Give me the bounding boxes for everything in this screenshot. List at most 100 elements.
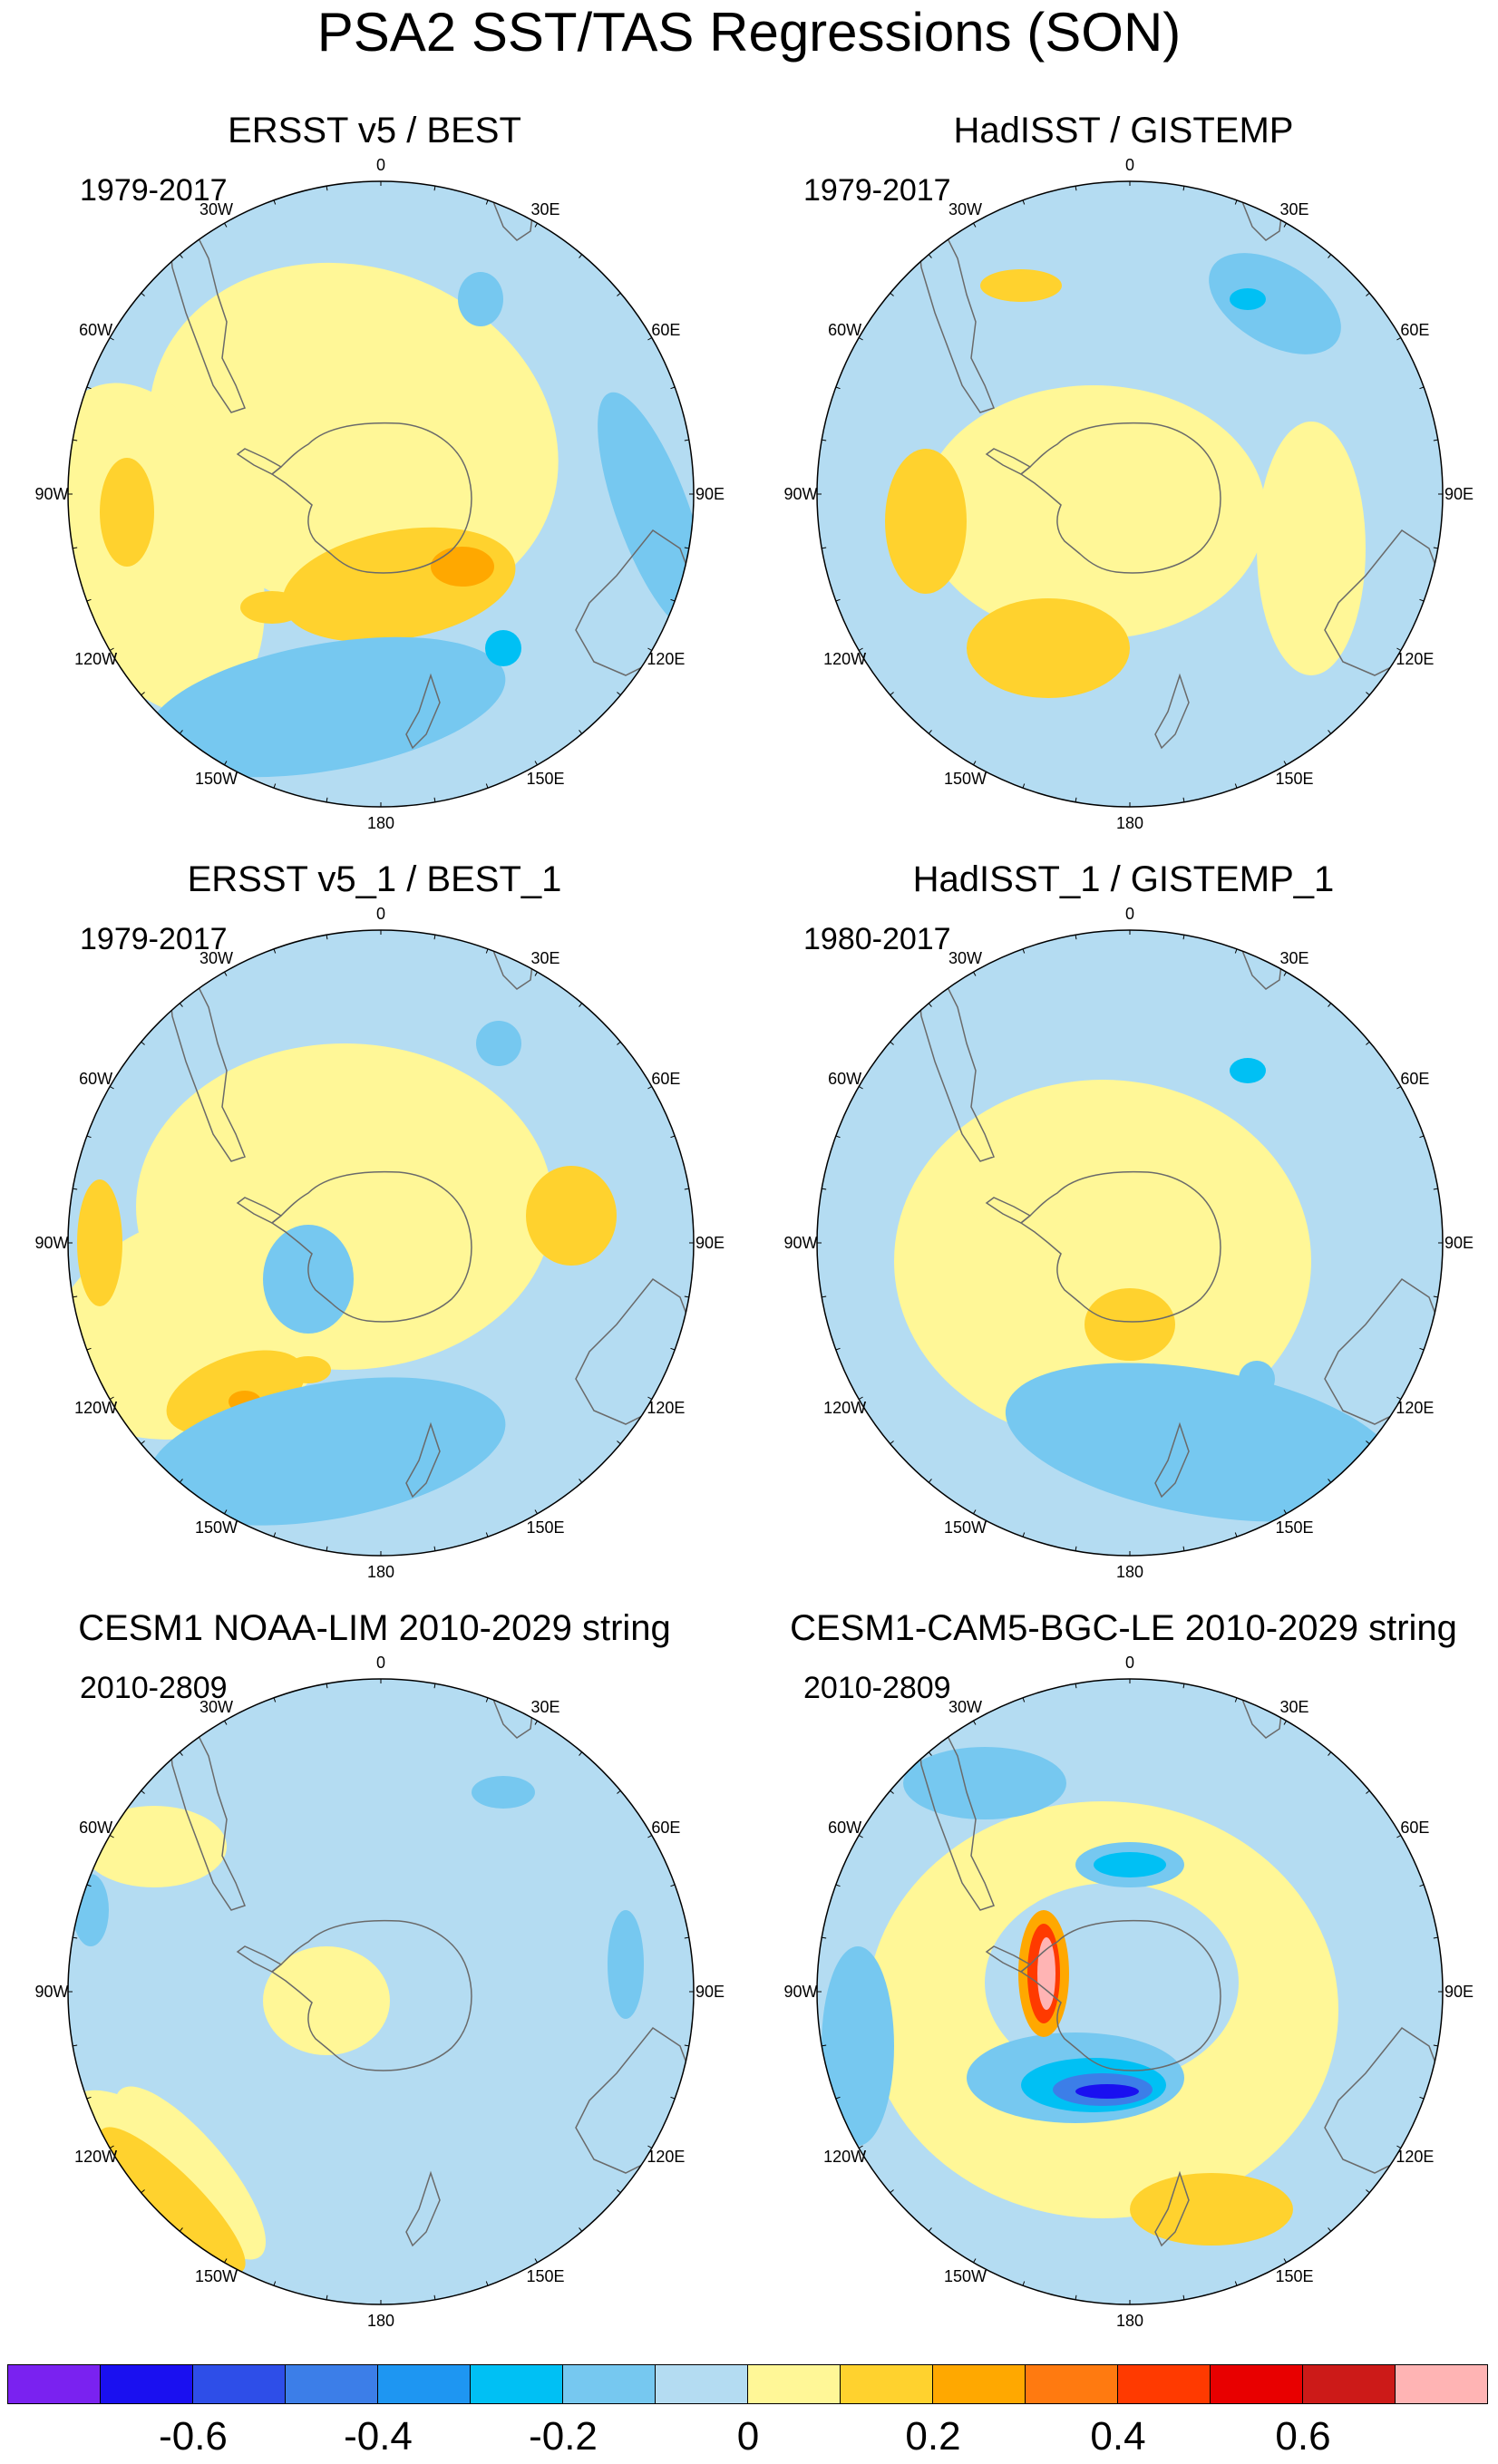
lon-tick	[179, 1751, 183, 1756]
lon-tick	[141, 1790, 145, 1794]
figure-title: PSA2 SST/TAS Regressions (SON)	[316, 2, 1182, 63]
lon-tick	[822, 2044, 827, 2047]
colorbar-swatch	[1025, 2364, 1118, 2404]
lon-tick	[273, 948, 277, 954]
lon-tick	[858, 1396, 863, 1400]
lon-tick	[1433, 1936, 1438, 1939]
lon-tick	[647, 1835, 653, 1838]
lon-label: 90W	[34, 1983, 69, 2001]
lon-tick	[1396, 647, 1402, 651]
lon-tick	[928, 1003, 932, 1007]
lon-label: 150W	[194, 770, 238, 789]
lon-label: 120E	[1396, 1398, 1435, 1417]
lon-tick	[928, 2227, 932, 2232]
lon-tick	[224, 761, 228, 766]
lon-tick	[1419, 2096, 1425, 2100]
lon-tick	[1328, 254, 1332, 258]
lon-tick	[1182, 797, 1185, 802]
lon-tick	[86, 1884, 92, 1887]
lon-label: 60W	[828, 320, 862, 339]
lon-tick	[1234, 783, 1238, 789]
antarctica-coast	[1019, 1170, 1221, 1323]
lon-tick	[1366, 1441, 1370, 1445]
lon-label: 60E	[651, 320, 681, 339]
lon-tick	[534, 761, 538, 766]
peninsula-coast	[985, 1197, 1032, 1224]
lon-tick	[822, 1936, 827, 1939]
lon-tick	[179, 254, 183, 258]
panel-title: ERSST v5_1 / BEST_1	[187, 859, 562, 899]
lon-tick	[1182, 1546, 1185, 1551]
lon-label: 180	[366, 814, 395, 832]
lon-label: 150E	[526, 770, 565, 789]
lon-tick	[822, 1188, 827, 1190]
lon-label: 120E	[647, 649, 686, 668]
lon-tick	[109, 1396, 114, 1400]
lon-tick	[485, 1532, 489, 1538]
lon-label: 90E	[695, 485, 725, 503]
contour-region	[1209, 253, 1341, 354]
lon-tick	[73, 1295, 78, 1298]
lon-label: 90W	[34, 485, 69, 503]
lon-tick	[1234, 948, 1238, 954]
lon-label: 150E	[1275, 770, 1314, 789]
lon-tick	[109, 1835, 114, 1838]
map-panel-5: CESM1 NOAA-LIM 2010-2029 string 2010-2809…	[0, 1606, 749, 2355]
lon-tick	[224, 2258, 228, 2264]
lon-tick	[326, 1546, 328, 1551]
lon-tick	[1283, 1720, 1287, 1725]
lon-tick	[1328, 2227, 1332, 2232]
lon-label: 150E	[526, 2267, 565, 2286]
lon-label: 120W	[74, 649, 118, 668]
lon-tick	[86, 386, 92, 390]
polar-map	[67, 1678, 695, 2305]
lon-label: 0	[375, 905, 386, 923]
lon-label: 30W	[948, 1697, 983, 1716]
contour-region	[608, 1910, 644, 2019]
lon-tick	[273, 2281, 277, 2286]
lon-tick	[617, 2189, 621, 2194]
lon-tick	[1022, 948, 1026, 954]
lon-label: 90E	[1444, 485, 1474, 503]
contour-region	[1075, 2084, 1139, 2099]
lon-tick	[224, 1509, 228, 1515]
lon-label: 120W	[823, 2147, 867, 2166]
lon-tick	[1366, 1790, 1370, 1794]
lon-tick	[1075, 1546, 1077, 1551]
lon-label: 90W	[783, 1234, 818, 1252]
south-america-coast	[916, 221, 995, 413]
lon-label: 180	[366, 2312, 395, 2330]
lon-tick	[973, 1509, 977, 1515]
lon-label: 60W	[79, 1069, 113, 1088]
lon-tick	[928, 254, 932, 258]
lon-tick	[670, 1884, 676, 1887]
lon-tick	[1075, 935, 1077, 940]
lon-label: 30W	[199, 948, 234, 967]
south-america-coast	[916, 970, 995, 1162]
lon-label: 30W	[199, 1697, 234, 1716]
contour-region	[1257, 422, 1366, 675]
lon-label: 0	[1124, 905, 1135, 923]
contour-region	[1130, 2173, 1293, 2246]
lon-tick	[858, 1835, 863, 1838]
lon-label: 150E	[1275, 2267, 1314, 2286]
map-panel-6: CESM1-CAM5-BGC-LE 2010-2029 string 2010-2…	[749, 1606, 1498, 2355]
lon-tick	[579, 1751, 583, 1756]
lon-tick	[485, 2281, 489, 2286]
lon-label: 90W	[783, 1983, 818, 2001]
colorbar-label: 0.6	[1275, 2414, 1331, 2459]
lon-tick	[433, 186, 436, 191]
lon-tick	[928, 730, 932, 734]
lon-label: 120W	[74, 1398, 118, 1417]
south-america-coast	[167, 1719, 246, 1911]
lon-tick	[1182, 1683, 1185, 1689]
colorbar-swatch	[7, 2364, 101, 2404]
lon-tick	[1182, 935, 1185, 940]
lon-tick	[433, 935, 436, 940]
lon-label: 60E	[651, 1069, 681, 1088]
lon-tick	[1328, 1479, 1332, 1483]
panel-title: HadISST / GISTEMP	[953, 111, 1294, 150]
peninsula-coast	[236, 1197, 283, 1224]
lon-tick	[1366, 692, 1370, 696]
lon-tick	[1283, 761, 1287, 766]
